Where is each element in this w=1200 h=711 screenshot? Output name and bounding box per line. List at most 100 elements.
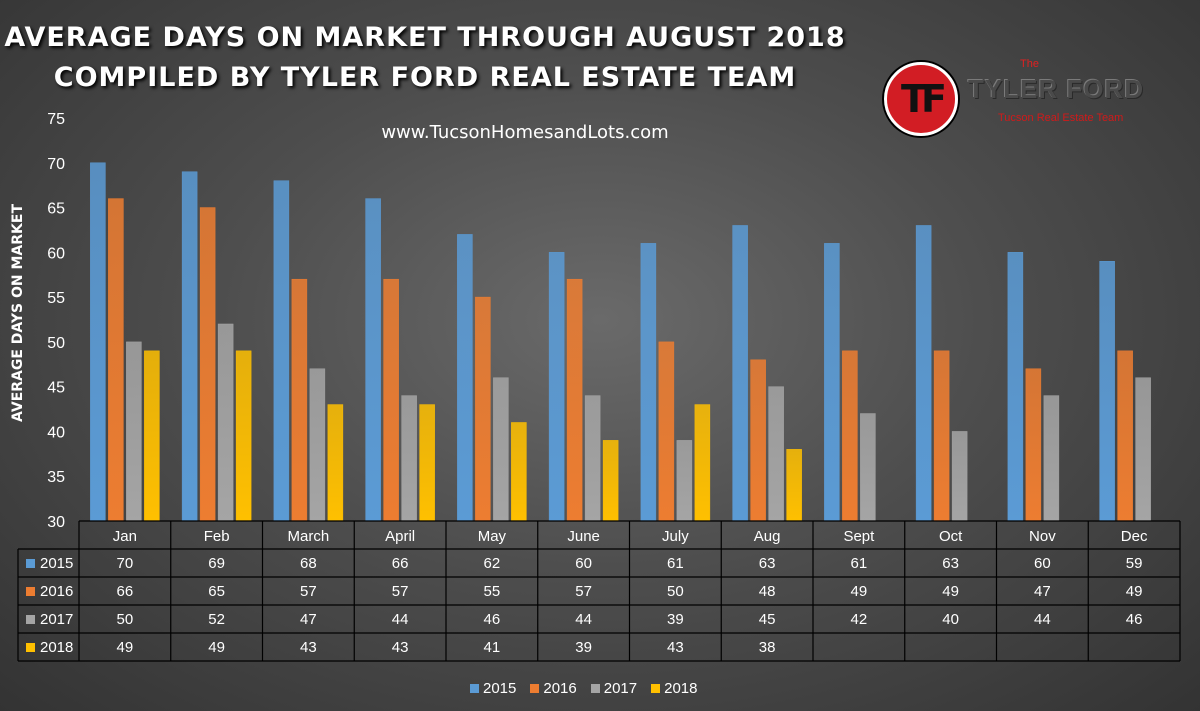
x-tick-label: Aug: [754, 528, 781, 545]
x-tick-label: July: [662, 528, 689, 545]
bar-2015-dec: [1099, 261, 1115, 522]
table-legend-key: [26, 615, 35, 624]
table-value: 62: [484, 555, 501, 572]
bar-2015-sept: [824, 243, 840, 522]
y-tick-label: 55: [47, 290, 65, 307]
table-value: 44: [575, 611, 592, 628]
table-value: 50: [667, 583, 684, 600]
bar-2017-april: [401, 395, 417, 522]
bar-2016-feb: [199, 207, 216, 522]
bar-2017-aug: [768, 386, 784, 522]
table-value: 43: [667, 639, 684, 656]
table-value: 43: [300, 639, 317, 656]
y-tick-label: 30: [47, 514, 65, 531]
legend-label: 2016: [543, 679, 577, 697]
table-value: 46: [1126, 611, 1143, 628]
y-tick-label: 40: [47, 424, 65, 441]
legend-swatch: [530, 683, 540, 693]
legend-item-2015: 2015: [470, 678, 516, 698]
table-value: 48: [759, 583, 776, 600]
bar-2016-march: [291, 278, 308, 522]
x-tick-label: April: [385, 528, 415, 545]
bar-2017-sept: [860, 413, 876, 522]
bar-2017-may: [493, 377, 509, 522]
bar-2015-may: [457, 234, 473, 522]
table-value: 69: [208, 555, 225, 572]
chart-title: AVERAGE DAYS ON MARKET THROUGH AUGUST 20…: [4, 22, 846, 53]
table-value: 70: [117, 555, 134, 572]
x-tick-label: Dec: [1121, 528, 1148, 545]
bar-2015-oct: [915, 225, 932, 522]
legend-swatch: [470, 683, 479, 693]
table-value: 57: [575, 583, 592, 600]
table-value: 57: [392, 583, 409, 600]
table-value: 49: [942, 583, 959, 600]
bar-2018-feb: [235, 350, 252, 522]
table-value: 60: [575, 555, 592, 572]
bar-2016-dec: [1117, 350, 1133, 522]
table-value: 39: [667, 611, 684, 628]
logo-tagline: Tucson Real Estate Team: [998, 112, 1124, 124]
table-value: 44: [392, 611, 409, 628]
table-value: 63: [759, 555, 776, 572]
table-legend-key: [26, 559, 35, 568]
bar-2018-march: [327, 404, 344, 522]
legend-item-2016: 2016: [530, 678, 577, 698]
bar-2017-feb: [217, 323, 234, 522]
y-tick-label: 50: [47, 335, 65, 352]
x-tick-label: June: [567, 528, 600, 545]
bar-2016-sept: [842, 350, 858, 522]
table-value: 52: [208, 611, 225, 628]
x-tick-label: Oct: [939, 528, 963, 545]
table-value: 38: [759, 639, 776, 656]
legend-swatch: [590, 683, 600, 693]
bar-2018-july: [694, 404, 711, 522]
chart-subtitle: COMPILED BY TYLER FORD REAL ESTATE TEAM: [53, 62, 797, 93]
table-value: 43: [392, 639, 409, 656]
y-tick-label: 35: [47, 469, 65, 486]
bar-2016-april: [383, 278, 399, 522]
table-value: 47: [300, 611, 317, 628]
table-value: 63: [942, 555, 959, 572]
chart-legend: 2015 2016 2017 2018: [470, 678, 698, 698]
x-tick-label: Sept: [843, 528, 875, 545]
x-tick-label: Nov: [1029, 528, 1056, 545]
table-value: 50: [117, 611, 134, 628]
x-tick-label: Feb: [204, 528, 230, 545]
table-value: 57: [300, 583, 317, 600]
bar-2016-nov: [1025, 368, 1042, 522]
bar-2017-july: [676, 440, 693, 522]
table-series-label: 2015: [40, 555, 73, 572]
table-value: 46: [484, 611, 501, 628]
y-tick-label: 70: [47, 156, 65, 173]
bar-2015-july: [640, 243, 657, 522]
bar-2015-jan: [90, 162, 106, 522]
bar-2017-june: [584, 395, 601, 522]
bar-2018-aug: [786, 449, 802, 522]
table-value: 47: [1034, 583, 1051, 600]
bar-2016-may: [475, 296, 491, 522]
legend-label: 2018: [664, 679, 698, 697]
bar-2018-june: [602, 440, 619, 522]
bar-2017-oct: [951, 431, 968, 522]
bar-2017-march: [309, 368, 326, 522]
table-value: 49: [208, 639, 225, 656]
legend-swatch: [651, 683, 661, 693]
bar-2015-march: [273, 180, 290, 522]
x-tick-label: May: [478, 528, 507, 545]
y-tick-label: 65: [47, 201, 65, 218]
y-tick-label: 60: [47, 245, 65, 262]
x-tick-label: Jan: [113, 528, 137, 545]
table-series-label: 2017: [40, 611, 73, 628]
logo-the: The: [1020, 58, 1039, 70]
table-value: 39: [575, 639, 592, 656]
x-tick-label: March: [288, 528, 330, 545]
table-value: 49: [1126, 583, 1143, 600]
tf-logo-icon: TF: [884, 62, 958, 136]
bar-2015-feb: [181, 171, 198, 522]
bar-2015-june: [548, 252, 565, 522]
table-value: 45: [759, 611, 776, 628]
table-value: 49: [117, 639, 134, 656]
table-value: 44: [1034, 611, 1051, 628]
